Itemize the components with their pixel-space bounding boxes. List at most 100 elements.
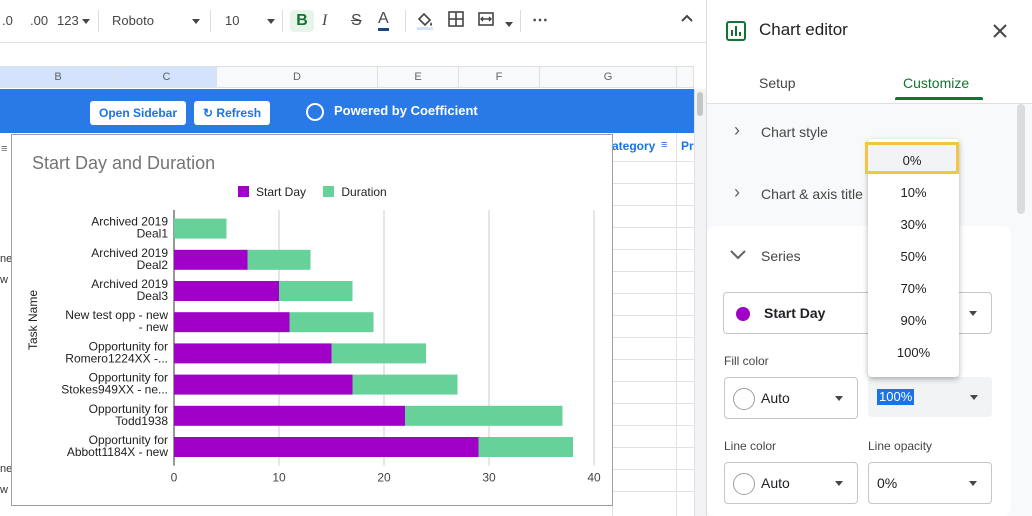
format-menu-button[interactable]: 123 xyxy=(57,10,91,32)
chart-title[interactable]: Start Day and Duration xyxy=(32,153,216,173)
cell-fragment: ne xyxy=(0,463,13,475)
more-options-button[interactable]: ⋯ xyxy=(532,12,548,29)
line-color-value: Auto xyxy=(761,475,790,491)
chevron-down-icon xyxy=(504,22,513,28)
color-swatch xyxy=(733,473,755,496)
opacity-option-30[interactable]: 30% xyxy=(900,217,927,232)
gridline xyxy=(612,403,694,404)
italic-button[interactable]: I xyxy=(322,12,328,29)
chevron-down-icon xyxy=(835,481,843,486)
decrease-decimal-button[interactable]: .0 xyxy=(2,13,13,28)
section-series[interactable]: Series xyxy=(761,248,801,264)
bar xyxy=(174,281,279,301)
divider xyxy=(98,10,99,32)
borders-button[interactable] xyxy=(447,10,465,32)
column-header-h[interactable] xyxy=(677,66,694,88)
editor-scrollbar[interactable] xyxy=(1017,104,1025,214)
opacity-option-10[interactable]: 10% xyxy=(900,185,927,200)
category-label: Opportunity for xyxy=(89,433,168,447)
bar xyxy=(352,374,458,395)
chart-container[interactable]: Start Day and Duration Start Day Duratio… xyxy=(11,134,613,506)
sheet-vertical-scrollbar[interactable] xyxy=(694,89,706,516)
category-label: Opportunity for xyxy=(89,402,168,416)
section-chart-style[interactable]: Chart style xyxy=(761,124,828,140)
section-chart-axis-title[interactable]: Chart & axis title xyxy=(761,186,863,202)
gridline xyxy=(612,381,694,382)
chart-legend[interactable]: Start Day Duration xyxy=(238,185,401,199)
filter-icon[interactable]: ≡ xyxy=(661,139,668,151)
opacity-dropdown-menu: 0% 10% 30% 50% 70% 90% 100% xyxy=(865,139,959,377)
bold-button[interactable]: B xyxy=(290,10,314,32)
active-tab-indicator xyxy=(895,97,983,100)
column-header-c[interactable]: C xyxy=(117,66,217,88)
increase-decimal-button[interactable]: .00 xyxy=(30,13,49,28)
legend-label: Duration xyxy=(341,185,387,199)
opacity-option-90[interactable]: 90% xyxy=(900,313,927,328)
legend-swatch xyxy=(238,186,249,197)
bar xyxy=(174,343,332,364)
category-label: Opportunity for xyxy=(89,371,168,385)
chevron-down-icon[interactable] xyxy=(730,250,746,260)
gridline xyxy=(612,337,694,338)
gridline xyxy=(612,359,694,360)
opacity-option-50[interactable]: 50% xyxy=(900,249,927,264)
sheets-toolbar: .0 .00 123 Roboto 10 B I S A ⋯ xyxy=(0,0,706,42)
line-opacity-select[interactable]: 0% xyxy=(868,462,992,504)
chart-editor-tabs: Setup Customize xyxy=(707,60,1032,104)
fill-opacity-value: 100% xyxy=(877,389,915,405)
scroll-thumb[interactable] xyxy=(697,92,703,116)
column-header-g[interactable]: G xyxy=(540,66,677,88)
format-label: 123 xyxy=(57,13,79,28)
column-header-f[interactable]: F xyxy=(459,66,540,88)
column-header-e[interactable]: E xyxy=(378,66,459,88)
category-label: - new xyxy=(139,320,169,334)
chevron-down-icon xyxy=(835,396,843,401)
font-name: Roboto xyxy=(112,13,154,28)
text-color-button[interactable]: A xyxy=(378,10,389,31)
opacity-option-0[interactable]: 0% xyxy=(865,142,959,174)
cell-fragment: ne xyxy=(0,253,13,265)
bar xyxy=(405,405,563,426)
merge-cells-button[interactable] xyxy=(477,10,513,32)
chevron-right-icon[interactable]: › xyxy=(734,120,740,140)
opacity-option-100[interactable]: 100% xyxy=(896,345,931,360)
font-size-select[interactable]: 10 xyxy=(225,10,277,32)
collapse-toolbar-button[interactable] xyxy=(680,10,694,32)
tab-setup[interactable]: Setup xyxy=(759,75,796,91)
tab-customize[interactable]: Customize xyxy=(903,75,970,91)
fill-color-select[interactable]: Auto xyxy=(724,377,858,419)
chart-editor-title: Chart editor xyxy=(759,20,848,39)
fill-opacity-select[interactable]: 100% xyxy=(868,377,992,417)
filter-icon[interactable]: ≡ xyxy=(1,143,8,155)
column-header-d[interactable]: D xyxy=(217,66,378,88)
x-tick-label: 0 xyxy=(171,471,178,485)
bar xyxy=(247,249,311,270)
category-label: New test opp - new xyxy=(65,308,168,322)
legend-swatch xyxy=(323,186,335,197)
chevron-right-icon[interactable]: › xyxy=(734,182,740,202)
category-label: Deal2 xyxy=(137,258,169,272)
paint-bucket-icon xyxy=(417,12,433,30)
coefficient-banner: Open Sidebar ↻ Refresh Powered by Coeffi… xyxy=(0,89,694,133)
column-header-b[interactable]: B xyxy=(0,66,117,88)
chart-icon xyxy=(726,21,746,41)
cell-fragment: w xyxy=(0,484,8,496)
strikethrough-button[interactable]: S xyxy=(351,12,362,29)
close-icon[interactable] xyxy=(993,24,1007,38)
refresh-button[interactable]: ↻ Refresh xyxy=(194,101,271,125)
open-sidebar-button[interactable]: Open Sidebar xyxy=(90,101,187,125)
bar xyxy=(289,312,374,333)
category-label: Abbott1184X - new xyxy=(67,445,169,459)
opacity-option-70[interactable]: 70% xyxy=(900,281,927,296)
bar xyxy=(279,281,353,301)
category-label: Romero1224XX -... xyxy=(65,351,168,365)
font-family-select[interactable]: Roboto xyxy=(112,10,202,32)
line-color-select[interactable]: Auto xyxy=(724,462,858,504)
refresh-icon: ↻ xyxy=(203,106,214,120)
formula-bar[interactable] xyxy=(0,42,706,66)
fill-color-label: Fill color xyxy=(724,354,769,368)
category-header: ategory xyxy=(612,139,656,153)
category-label: Archived 2019 xyxy=(91,246,168,260)
gridline xyxy=(612,249,694,250)
fill-color-button[interactable] xyxy=(415,10,435,32)
